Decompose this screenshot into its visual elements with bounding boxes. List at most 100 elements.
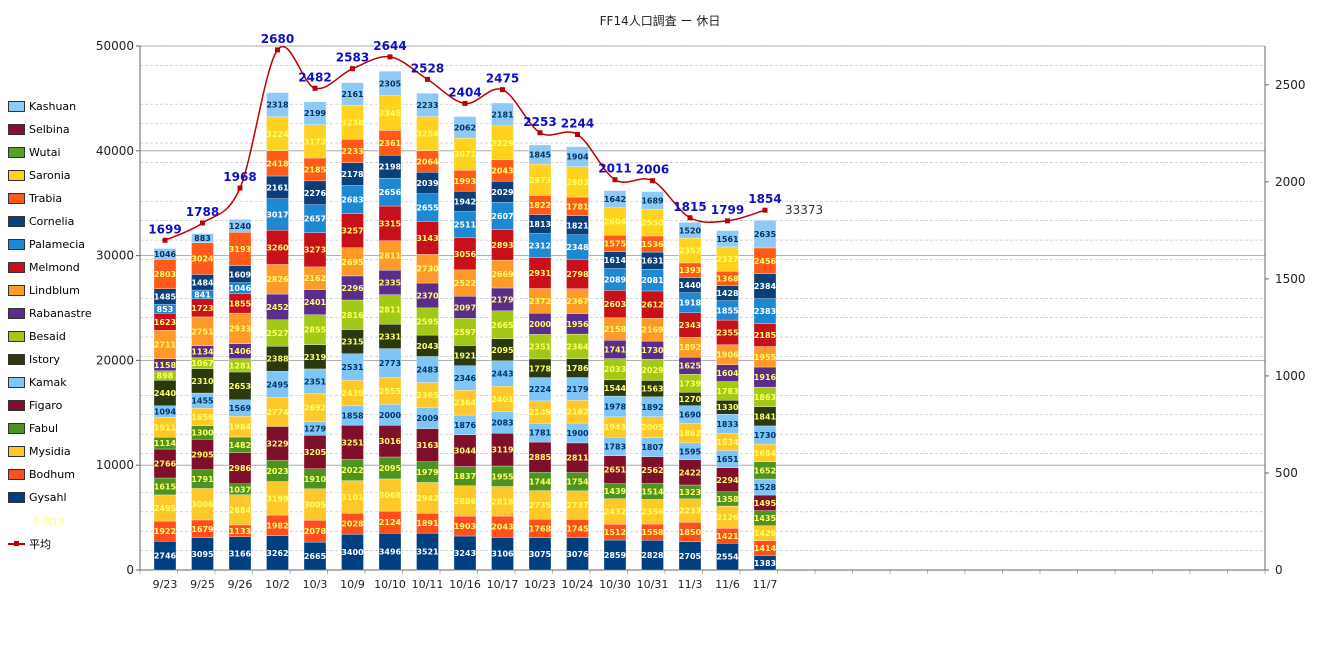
- bar-data-label: 1684: [754, 449, 777, 458]
- average-marker: [425, 76, 430, 82]
- bar-data-label: 2456: [754, 257, 777, 266]
- bar-data-label: 1723: [191, 304, 213, 313]
- bar-data-label: 1730: [754, 431, 777, 440]
- bar-data-label: 2705: [679, 552, 702, 561]
- bar-data-label: 2305: [379, 79, 402, 88]
- bar-data-label: 1745: [566, 525, 589, 534]
- bar-data-label: 3205: [304, 448, 327, 457]
- bar-data-label: 2161: [341, 90, 364, 99]
- legend-swatch: [8, 308, 25, 319]
- bar-data-label: 2327: [716, 255, 738, 264]
- bar-data-label: 1978: [604, 402, 627, 411]
- bar-data-label: 1891: [416, 519, 439, 528]
- bar-data-label: 2318: [266, 101, 289, 110]
- average-marker: [762, 207, 768, 213]
- legend-swatch: [8, 170, 25, 181]
- bar-data-label: 1046: [229, 284, 252, 293]
- legend-item: Selbina: [8, 118, 128, 141]
- bar-data-label: 3101: [341, 493, 364, 502]
- legend-item: Mysidia: [8, 440, 128, 463]
- x-tick-label: 11/6: [715, 578, 740, 591]
- bar-data-label: 1520: [679, 226, 702, 235]
- legend-swatch: [8, 354, 25, 365]
- bar-data-label: 1855: [716, 306, 739, 315]
- x-tick-label: 9/26: [228, 578, 253, 591]
- bar-data-label: 2124: [379, 518, 402, 527]
- bar-data-label: 1855: [229, 299, 252, 308]
- bar-data-label: 2653: [229, 382, 251, 391]
- x-tick-label: 11/3: [678, 578, 703, 591]
- average-data-label: 1815: [673, 200, 706, 214]
- bar-data-label: 2000: [529, 320, 552, 329]
- bar-data-label: 2612: [641, 301, 663, 310]
- x-tick-label: 11/7: [753, 578, 778, 591]
- bar-data-label: 1631: [641, 257, 664, 266]
- bar-data-label: 3095: [191, 550, 214, 559]
- bar-data-label: 2811: [379, 305, 402, 314]
- bar-data-label: 883: [194, 234, 211, 243]
- bar-data-label: 2028: [341, 520, 364, 529]
- average-data-label: 2583: [336, 51, 369, 65]
- bar-data-label: 1837: [454, 472, 476, 481]
- bar-data-label: 2384: [754, 282, 777, 291]
- bar-data-label: 2169: [641, 326, 664, 335]
- bar-data-label: 1414: [754, 544, 777, 553]
- bar-data-label: 3229: [491, 139, 514, 148]
- legend: Kashuan Selbina Wutai Saronia Trabia Cornelia…: [8, 95, 128, 555]
- y2-tick-label: 1000: [1275, 369, 1306, 383]
- bar-data-label: 1440: [679, 281, 702, 290]
- bar-data-label: 2798: [566, 270, 589, 279]
- bar-data-label: 3056: [454, 250, 477, 259]
- average-marker: [200, 220, 205, 226]
- legend-item: Kashuan: [8, 95, 128, 118]
- x-tick-label: 10/30: [599, 578, 631, 591]
- bar-data-label: 1821: [566, 221, 589, 230]
- bar-segment: [678, 222, 702, 239]
- bar-data-label: 2181: [491, 110, 514, 119]
- bar-data-label: 1904: [566, 153, 589, 162]
- average-data-label: 1788: [186, 205, 219, 219]
- bar-data-label: 2095: [379, 464, 402, 473]
- bar-data-label: 1495: [754, 499, 777, 508]
- bar-data-label: 1690: [679, 411, 702, 420]
- bar-data-label: 3260: [266, 243, 289, 252]
- x-tick-label: 10/17: [487, 578, 519, 591]
- bar-data-label: 1791: [191, 475, 214, 484]
- legend-swatch: [8, 423, 25, 434]
- average-data-label: 1968: [223, 170, 256, 184]
- bar-data-label: 1634: [716, 438, 739, 447]
- average-marker: [162, 237, 168, 243]
- total-label: 33373: [785, 203, 823, 217]
- bar-data-label: 2029: [641, 366, 664, 375]
- bar-data-label: 3163: [416, 441, 438, 450]
- bar-data-label: 3006: [191, 500, 214, 509]
- bar-data-label: 1841: [754, 412, 777, 421]
- bar-data-label: 2064: [416, 157, 439, 166]
- bar-data-label: 1330: [716, 403, 739, 412]
- bar-data-label: 2364: [566, 342, 589, 351]
- bar-data-label: 3068: [379, 491, 402, 500]
- bar-data-label: 853: [157, 305, 174, 314]
- bar-data-label: 1037: [229, 485, 251, 494]
- bar-segment: [641, 191, 664, 210]
- bar-segment: [228, 219, 252, 233]
- bar-data-label: 3044: [454, 447, 477, 456]
- bar-data-label: 2655: [416, 204, 439, 213]
- legend-label: Gysahl: [29, 491, 67, 504]
- bar-data-label: 2818: [491, 497, 514, 506]
- bar-data-label: 1910: [304, 475, 327, 484]
- legend-label: Cornelia: [29, 215, 75, 228]
- bar-data-label: 1455: [191, 397, 214, 406]
- bar-data-label: 2162: [304, 274, 326, 283]
- bar-data-label: 2233: [679, 507, 701, 516]
- bar-data-label: 1067: [191, 359, 213, 368]
- average-marker: [500, 87, 505, 93]
- bar-data-label: 3229: [266, 439, 289, 448]
- bar-data-label: 1514: [641, 487, 664, 496]
- bar-data-label: 3106: [491, 550, 514, 559]
- legend-swatch: [8, 469, 25, 480]
- x-tick-label: 10/11: [412, 578, 444, 591]
- bar-data-label: 2315: [341, 338, 364, 347]
- bar-data-label: 1512: [604, 528, 626, 537]
